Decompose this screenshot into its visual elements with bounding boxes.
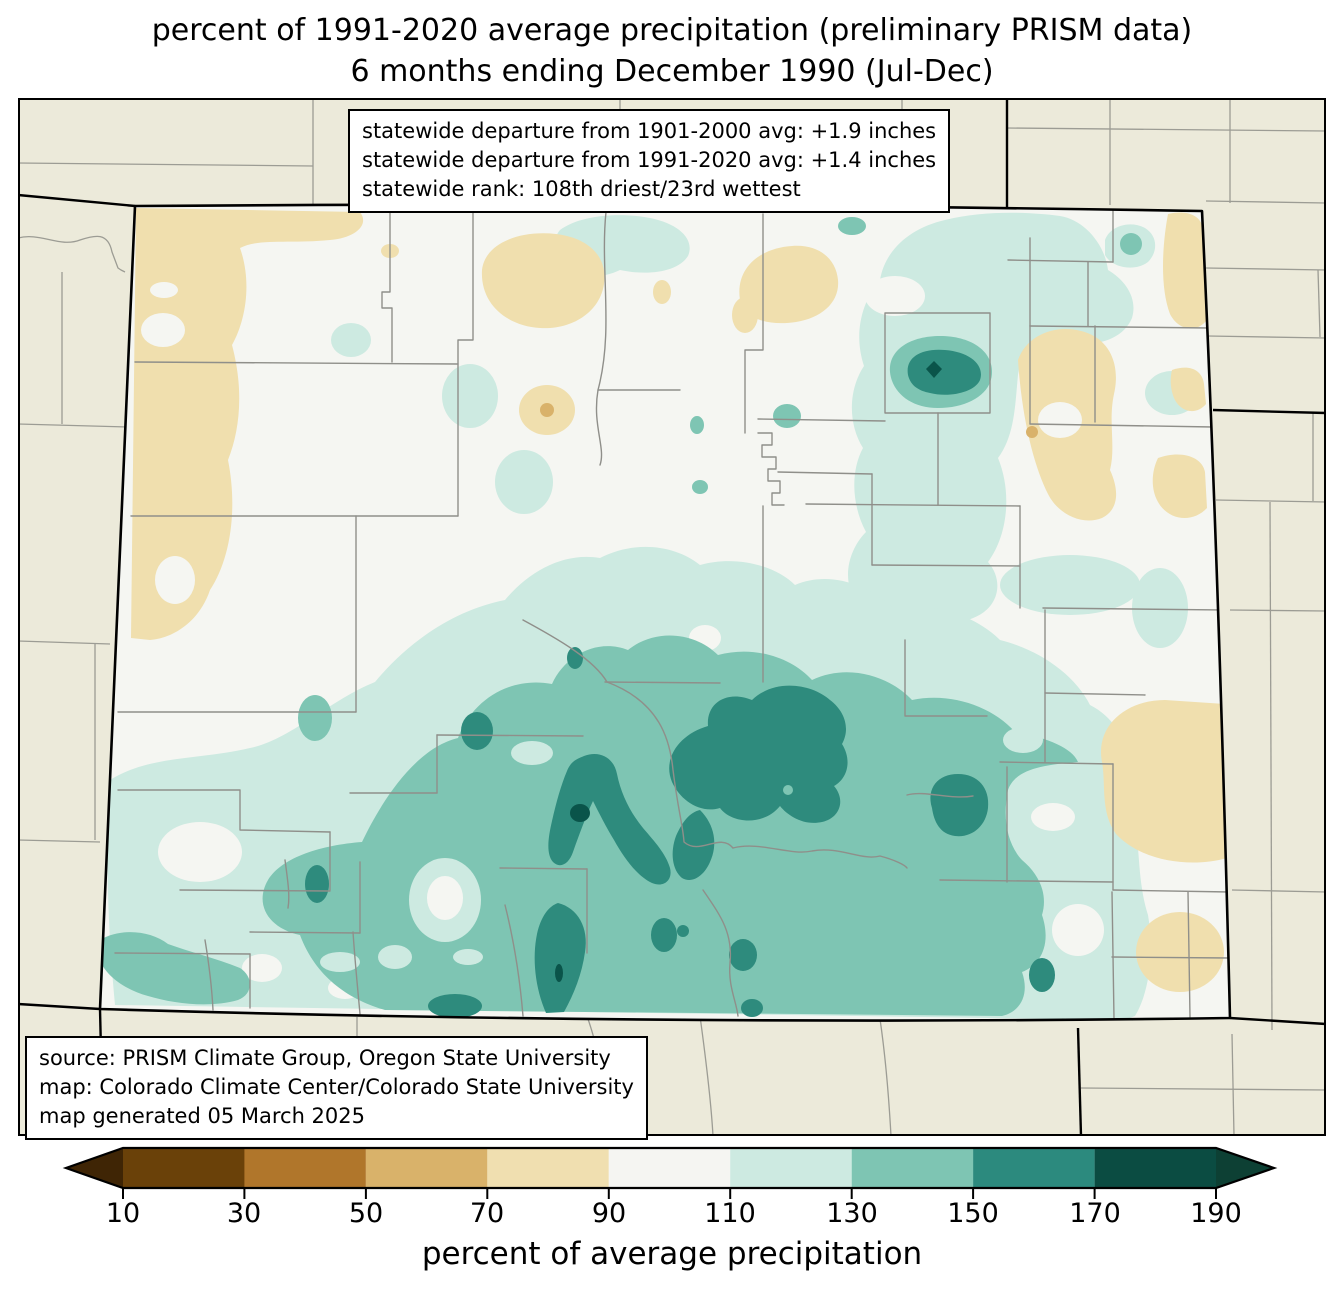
cream-holes: [141, 282, 1082, 604]
colorbar-tick-marks: [122, 1188, 1217, 1199]
colorbar-scale: [62, 1146, 1278, 1199]
colorbar-over-arrow: [1216, 1148, 1274, 1188]
colorbar-tick-50: 50: [348, 1198, 384, 1229]
title-line-2: 6 months ending December 1990 (Jul-Dec): [350, 54, 994, 89]
contour-170-190: [555, 361, 942, 982]
stats-line-3: statewide rank: 108th driest/23rd wettes…: [362, 177, 801, 201]
source-line-3: map generated 05 March 2025: [39, 1104, 366, 1128]
stats-line-1: statewide departure from 1901-2000 avg: …: [362, 119, 937, 143]
map-frame-border: [18, 98, 1326, 1136]
source-box: source: PRISM Climate Group, Oregon Stat…: [25, 1036, 648, 1140]
colorbar-tick-110: 110: [704, 1198, 756, 1229]
figure-title: percent of 1991-2020 average precipitati…: [0, 10, 1344, 92]
precipitation-contours: [100, 204, 1230, 1021]
colorbar-tick-70: 70: [469, 1198, 505, 1229]
colorbar-tick-190: 190: [1190, 1198, 1242, 1229]
colorbar-axis-label: percent of average precipitation: [421, 1236, 923, 1272]
source-line-2: map: Colorado Climate Center/Colorado St…: [39, 1075, 634, 1099]
colorbar-under-arrow: [66, 1148, 123, 1188]
colorbar-tick-170: 170: [1069, 1198, 1121, 1229]
stats-line-2: statewide departure from 1991-2020 avg: …: [362, 148, 937, 172]
colorado-precipitation-map: [18, 98, 1326, 1136]
contour-150-170: [305, 349, 1055, 1018]
white-island-south: [427, 876, 463, 920]
statewide-stats-box: statewide departure from 1901-2000 avg: …: [348, 109, 951, 213]
colorbar-tick-90: 90: [591, 1198, 627, 1229]
colorbar-tick-10: 10: [105, 1198, 141, 1229]
colorbar-tick-30: 30: [226, 1198, 262, 1229]
county-boundaries: [114, 207, 1230, 1020]
contour-50-70: [540, 403, 1038, 438]
colorbar-tick-150: 150: [947, 1198, 999, 1229]
colorbar-tick-130: 130: [826, 1198, 878, 1229]
teal-hole-in-dark-mass: [783, 785, 793, 795]
title-line-1: percent of 1991-2020 average precipitati…: [151, 13, 1193, 48]
source-line-1: source: PRISM Climate Group, Oregon Stat…: [39, 1046, 611, 1070]
map-panel: statewide departure from 1901-2000 avg: …: [18, 98, 1326, 1140]
colorbar: 10 30 50 70 90 110 130 150 170 190 perce…: [0, 1136, 1344, 1299]
colorbar-segments: [123, 1148, 1217, 1188]
